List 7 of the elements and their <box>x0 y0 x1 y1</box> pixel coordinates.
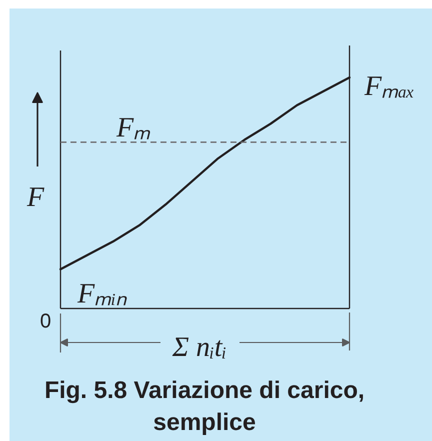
text: Fₘₐₓ <box>364 71 415 102</box>
ref-line-label: Fₘ <box>116 112 151 144</box>
annotation: Fₘᵢₙ <box>76 278 128 310</box>
y-axis-title: F <box>26 182 45 213</box>
x-axis-title: Σ nᵢtᵢ <box>171 332 227 363</box>
text: Fig. 5.8 Variazione di carico, semplice <box>44 377 365 436</box>
text: 0 <box>40 310 52 332</box>
